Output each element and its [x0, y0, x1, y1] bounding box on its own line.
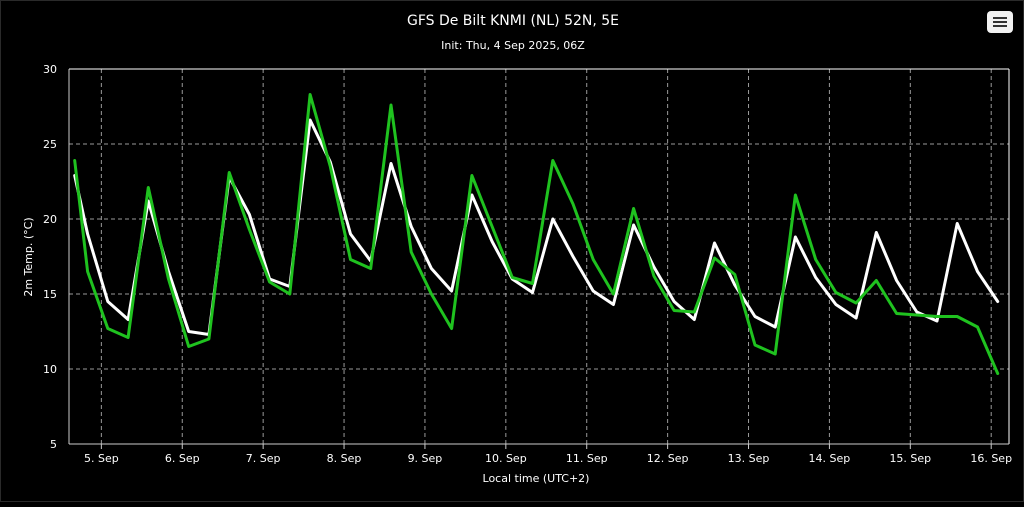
y-axis-title: 2m Temp. (°C) — [22, 217, 35, 296]
x-tick-label: 5. Sep — [84, 452, 119, 465]
series-lines — [73, 93, 1000, 375]
x-tick-label: 13. Sep — [728, 452, 770, 465]
x-tick-label: 11. Sep — [566, 452, 608, 465]
y-tick-label: 30 — [43, 63, 57, 76]
grid-lines — [69, 69, 1009, 444]
chart-title: GFS De Bilt KNMI (NL) 52N, 5E — [407, 13, 619, 29]
y-tick-label: 25 — [43, 138, 57, 151]
x-tick-label: 6. Sep — [165, 452, 200, 465]
x-axis-title: Local time (UTC+2) — [483, 472, 590, 485]
series-line-2 — [73, 93, 1000, 375]
x-tick-label: 9. Sep — [408, 452, 443, 465]
axes: 5 10 15 20 25 30 5. Sep 6. Sep 7. Sep 8. Sep 9. Se… — [43, 63, 1012, 465]
y-tick-label: 5 — [50, 438, 57, 451]
x-tick-label: 15. Sep — [889, 452, 931, 465]
chart-subtitle: Init: Thu, 4 Sep 2025, 06Z — [441, 39, 585, 52]
hamburger-menu-icon[interactable] — [987, 11, 1013, 33]
x-tick-label: 10. Sep — [485, 452, 527, 465]
y-tick-label: 15 — [43, 288, 57, 301]
x-tick-label: 16. Sep — [970, 452, 1012, 465]
x-tick-label: 14. Sep — [809, 452, 851, 465]
x-tick-label: 7. Sep — [246, 452, 281, 465]
y-tick-label: 20 — [43, 213, 57, 226]
x-tick-label: 8. Sep — [327, 452, 362, 465]
x-tick-label: 12. Sep — [647, 452, 689, 465]
y-tick-label: 10 — [43, 363, 57, 376]
